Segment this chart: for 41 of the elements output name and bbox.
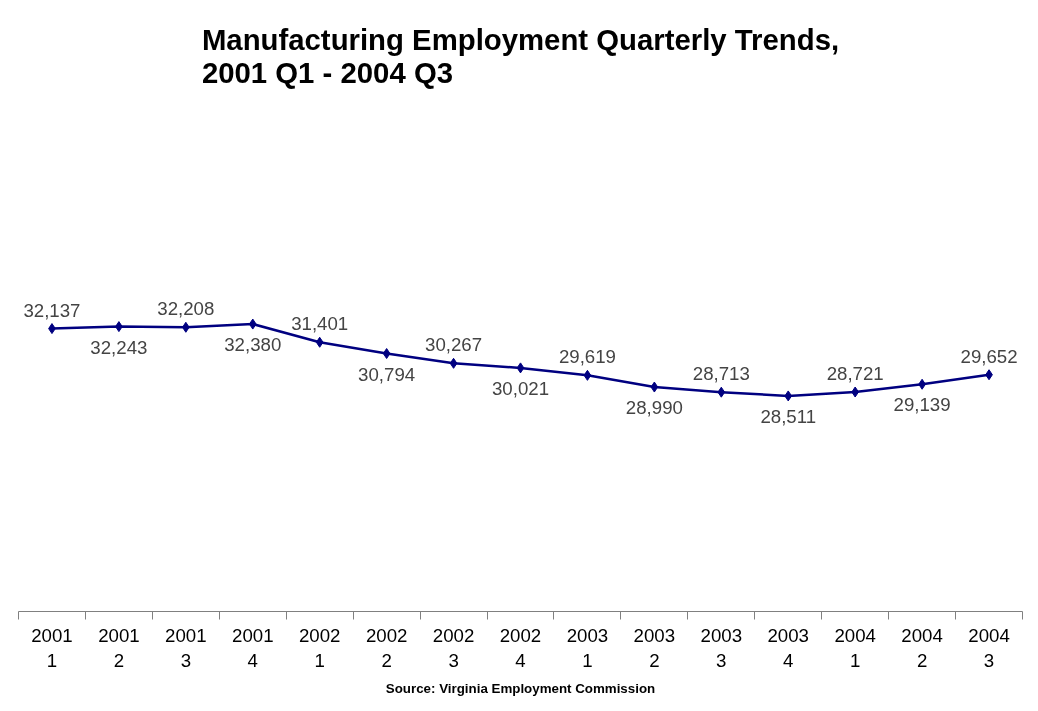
x-tick-label: 2003 3 [700,624,743,671]
point [315,336,324,348]
source-note: Source: Virginia Employment Commission [385,680,656,696]
data-label: 29,139 [893,394,951,416]
x-tick-label: 2002 3 [432,624,475,671]
point [516,362,525,374]
data-label: 32,243 [90,336,148,358]
x-tick-label: 2004 1 [834,624,876,671]
data-label: 28,511 [760,405,817,427]
point [717,386,726,398]
point [449,357,458,369]
x-tick-label: 2002 2 [365,624,408,671]
data-label: 29,619 [558,346,616,368]
x-tick-label: 2002 4 [499,624,542,671]
data-label: 31,401 [291,313,349,335]
data-label: 30,267 [425,334,483,356]
data-label: 29,652 [960,345,1018,367]
x-tick-label: 2003 1 [566,624,609,671]
x-tick-label: 2003 4 [767,624,809,671]
x-tick-label: 2004 3 [968,624,1010,671]
x-tick-label: 2002 1 [298,624,341,671]
x-tick-label: 2001 3 [165,624,207,671]
data-label: 32,208 [157,298,215,320]
x-tick-label: 2001 2 [98,624,140,671]
point [583,369,592,381]
x-tick-label: 2001 1 [31,624,73,671]
point [650,381,659,393]
point [784,390,793,402]
point [248,318,257,330]
data-label: 30,794 [358,363,416,385]
chart-title: Manufacturing Employment Quarterly Trends, 2001 Q1 - 2004 Q3 [201,22,840,89]
x-tick-label: 2001 4 [232,624,274,671]
point [382,348,391,360]
data-label: 30,021 [491,377,550,399]
data-label: 32,380 [224,334,282,356]
data-label: 28,713 [692,363,750,385]
data-label: 28,721 [826,363,884,385]
x-tick-label: 2004 2 [901,624,943,671]
x-tick-label: 2003 2 [633,624,676,671]
data-label: 32,137 [23,299,81,321]
data-label: 28,990 [625,397,683,419]
